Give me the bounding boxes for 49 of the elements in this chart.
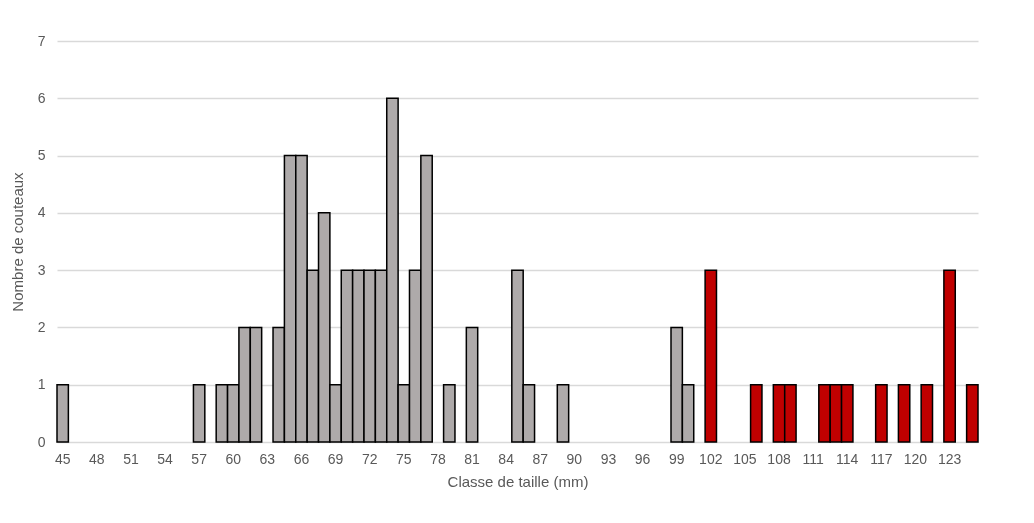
x-tick-label: 117 bbox=[870, 450, 893, 467]
x-tick-label: 108 bbox=[767, 450, 791, 467]
x-tick-label: 99 bbox=[668, 450, 685, 467]
y-tick-label: 6 bbox=[37, 89, 46, 106]
y-tick-label: 3 bbox=[37, 261, 46, 278]
y-tick-label: 4 bbox=[37, 204, 46, 221]
y-axis-title: Nombre de couteaux bbox=[8, 171, 26, 312]
x-tick-label: 51 bbox=[123, 450, 139, 467]
x-tick-label: 105 bbox=[733, 450, 757, 467]
bar bbox=[704, 269, 718, 443]
bar bbox=[465, 326, 479, 443]
x-tick-label: 57 bbox=[191, 450, 208, 467]
y-tick-label: 5 bbox=[37, 147, 46, 164]
x-tick-label: 60 bbox=[225, 450, 242, 467]
bar bbox=[192, 383, 206, 443]
x-tick-label: 102 bbox=[699, 450, 723, 467]
x-tick-label: 75 bbox=[396, 450, 412, 467]
x-tick-label: 93 bbox=[600, 450, 617, 467]
x-tick-label: 96 bbox=[634, 450, 651, 467]
x-tick-label: 111 bbox=[802, 450, 824, 467]
x-tick-label: 81 bbox=[464, 450, 481, 467]
x-tick-label: 66 bbox=[293, 450, 310, 467]
bar bbox=[965, 383, 979, 443]
x-tick-label: 114 bbox=[836, 450, 859, 467]
x-axis-title: Classe de taille (mm) bbox=[447, 472, 589, 490]
x-tick-label: 84 bbox=[498, 450, 515, 467]
y-tick-label: 2 bbox=[37, 318, 46, 335]
x-tick-label: 45 bbox=[54, 450, 71, 467]
x-tick-label: 87 bbox=[532, 450, 549, 467]
bar bbox=[56, 383, 70, 443]
bar bbox=[556, 383, 570, 443]
bar bbox=[943, 269, 957, 443]
x-tick-label: 69 bbox=[327, 450, 344, 467]
y-tick-label: 0 bbox=[37, 433, 46, 450]
bar bbox=[442, 383, 456, 443]
x-tick-label: 63 bbox=[259, 450, 276, 467]
bar bbox=[874, 383, 888, 443]
bar bbox=[897, 383, 911, 443]
y-tick-label: 7 bbox=[37, 32, 46, 49]
x-tick-label: 90 bbox=[566, 450, 583, 467]
x-tick-label: 120 bbox=[903, 450, 928, 467]
x-tick-label: 123 bbox=[937, 450, 962, 467]
x-tick-label: 72 bbox=[361, 450, 378, 467]
y-tick-label: 1 bbox=[37, 376, 46, 393]
bar bbox=[749, 383, 763, 443]
x-tick-label: 78 bbox=[430, 450, 446, 467]
x-tick-label: 48 bbox=[89, 450, 105, 467]
bar bbox=[920, 383, 934, 443]
x-tick-label: 54 bbox=[157, 450, 174, 467]
